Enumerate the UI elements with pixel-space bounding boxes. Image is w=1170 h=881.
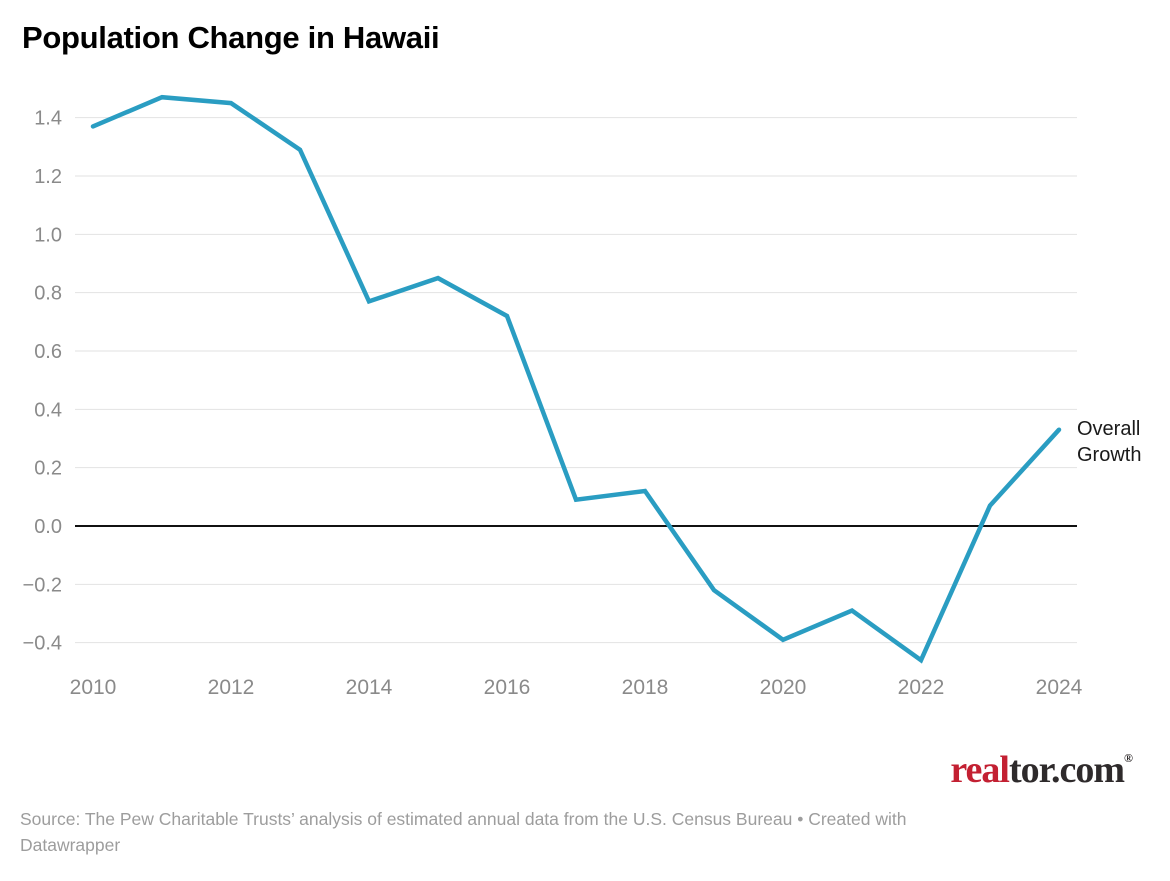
y-axis-tick-label: 0.0 xyxy=(34,516,62,538)
x-axis-tick-label: 2018 xyxy=(622,676,669,699)
logo-text-real: real xyxy=(950,749,1010,791)
y-axis-tick-label: 0.6 xyxy=(34,341,62,363)
y-axis-tick-label: 1.0 xyxy=(34,224,62,246)
x-axis-tick-label: 2024 xyxy=(1036,676,1083,699)
y-axis-tick-label: 0.8 xyxy=(34,283,62,305)
x-axis-tick-label: 2012 xyxy=(208,676,255,699)
x-axis-tick-label: 2020 xyxy=(760,676,807,699)
y-axis-tick-label: −0.4 xyxy=(23,633,62,655)
x-axis-tick-label: 2010 xyxy=(70,676,117,699)
x-axis-tick-label: 2016 xyxy=(484,676,531,699)
series-end-label: Overall Growth xyxy=(1077,418,1142,466)
x-axis-tick-label: 2014 xyxy=(346,676,393,699)
y-axis-tick-label: 0.2 xyxy=(34,458,62,480)
y-axis-tick-label: 1.4 xyxy=(34,108,62,130)
logo-text-tor-com: tor.com xyxy=(1008,749,1125,791)
source-line-1: Source: The Pew Charitable Trusts’ analy… xyxy=(20,809,907,829)
source-line-2: Datawrapper xyxy=(20,835,121,855)
y-axis-tick-label: 1.2 xyxy=(34,166,62,188)
source-attribution: Source: The Pew Charitable Trusts’ analy… xyxy=(20,806,1140,858)
population-change-line xyxy=(90,94,1062,664)
x-axis-tick-label: 2022 xyxy=(898,676,945,699)
y-axis-tick-label: 0.4 xyxy=(34,399,62,421)
y-axis-tick-label: −0.2 xyxy=(23,574,62,596)
realtor-com-logo: realtor.com® xyxy=(950,748,1133,792)
chart-title: Population Change in Hawaii xyxy=(22,20,440,55)
registered-trademark-symbol: ® xyxy=(1124,751,1133,765)
